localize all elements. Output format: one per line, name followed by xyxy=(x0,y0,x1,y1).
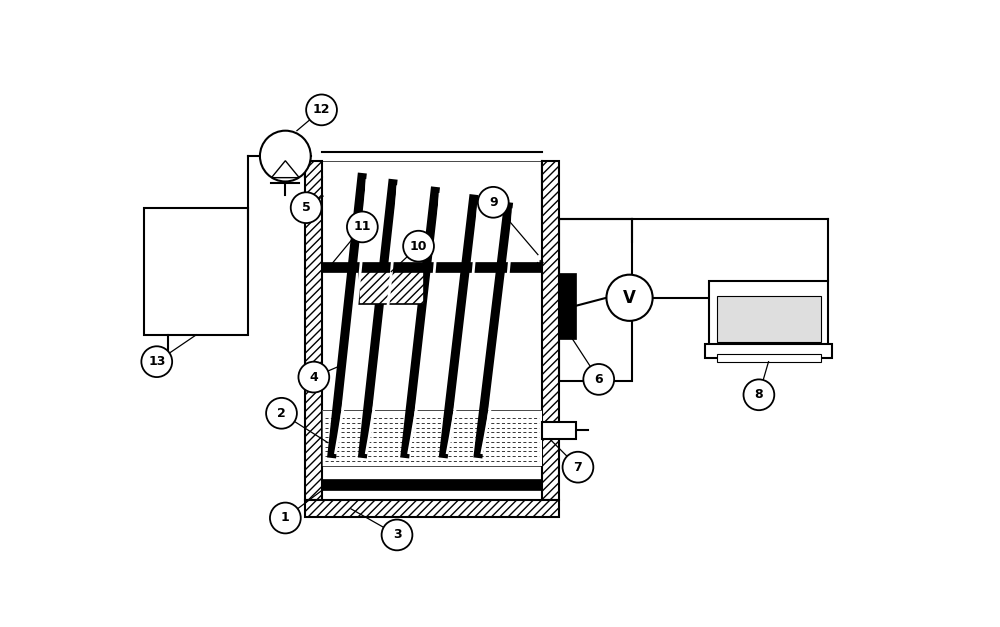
Circle shape xyxy=(141,346,172,377)
Circle shape xyxy=(583,364,614,395)
Circle shape xyxy=(563,452,593,483)
Text: 4: 4 xyxy=(309,371,318,384)
Text: 1: 1 xyxy=(281,512,290,525)
Circle shape xyxy=(306,95,337,125)
Circle shape xyxy=(291,192,322,223)
Bar xyxy=(717,354,820,362)
Bar xyxy=(322,410,542,466)
Bar xyxy=(305,162,322,500)
Text: V: V xyxy=(623,289,636,307)
Text: 5: 5 xyxy=(302,201,311,214)
Bar xyxy=(717,296,820,342)
Polygon shape xyxy=(271,161,299,177)
Text: 7: 7 xyxy=(574,461,582,473)
Text: 9: 9 xyxy=(489,196,498,209)
Circle shape xyxy=(478,187,509,218)
Text: 12: 12 xyxy=(313,103,330,117)
Bar xyxy=(144,208,248,335)
Bar xyxy=(305,500,559,517)
Bar xyxy=(542,162,559,500)
Circle shape xyxy=(266,398,297,429)
Circle shape xyxy=(606,275,653,321)
Circle shape xyxy=(382,520,412,551)
Text: 10: 10 xyxy=(410,240,427,253)
Bar xyxy=(322,162,542,500)
Circle shape xyxy=(403,231,434,261)
Circle shape xyxy=(260,130,311,181)
Circle shape xyxy=(347,211,378,242)
Bar xyxy=(322,480,542,490)
Bar xyxy=(559,273,576,339)
Text: 2: 2 xyxy=(277,407,286,419)
Text: 11: 11 xyxy=(354,221,371,233)
Bar xyxy=(322,261,542,271)
Text: 8: 8 xyxy=(755,388,763,401)
Text: 6: 6 xyxy=(594,373,603,386)
Bar xyxy=(542,422,576,439)
Bar xyxy=(559,219,632,381)
Circle shape xyxy=(270,503,301,534)
Circle shape xyxy=(298,362,329,393)
Bar xyxy=(358,271,424,304)
Bar xyxy=(709,281,828,350)
Text: 13: 13 xyxy=(148,355,165,368)
Text: 3: 3 xyxy=(393,529,401,542)
Bar xyxy=(322,410,542,466)
Circle shape xyxy=(744,379,774,410)
Bar xyxy=(705,344,832,358)
